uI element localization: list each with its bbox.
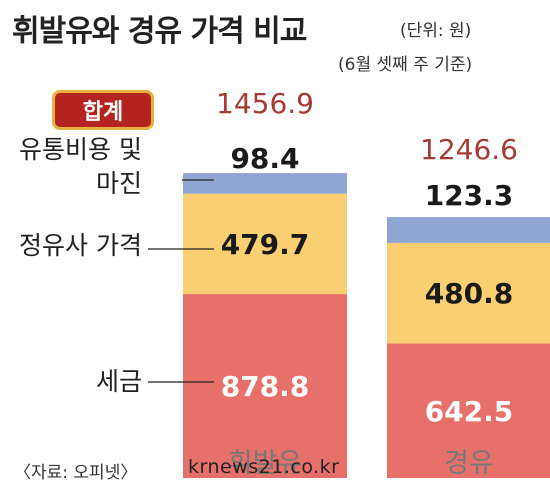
row-label-1-0: 정유사 가격 [19, 231, 142, 260]
source-note: 〈자료: 오피넷〉 [14, 463, 138, 483]
value-label-1-1: 480.8 [425, 277, 514, 310]
value-label-1-2: 123.3 [425, 179, 514, 212]
row-label-2-0: 세금 [96, 367, 142, 396]
chart-title: 휘발유와 경유 가격 비교 [12, 14, 307, 49]
chart-subtitle: (6월 셋째 주 기준) [338, 55, 473, 75]
bar-segment-1-0 [387, 343, 550, 478]
row-label-0-0: 유통비용 및 [19, 135, 142, 164]
bar-segment-1-2 [387, 217, 550, 243]
total-badge: 합계 [52, 90, 154, 130]
category-label-1: 경유 [444, 448, 494, 479]
unit-label: (단위: 원) [400, 21, 472, 41]
value-label-0-2: 98.4 [230, 142, 299, 175]
bar-segment-1-1 [387, 242, 550, 344]
bar-segment-0-1 [183, 193, 347, 295]
value-label-0-0: 878.8 [221, 370, 310, 403]
total-value-1: 1246.6 [420, 133, 518, 166]
category-label-0: 휘발유 [228, 448, 303, 479]
watermark: krnews21.co.kr [188, 456, 340, 478]
total-value-0: 1456.9 [216, 87, 314, 120]
bar-segment-0-2 [183, 173, 347, 194]
row-label-0-1: 마진 [96, 169, 142, 198]
value-label-1-0: 642.5 [425, 395, 514, 428]
value-label-0-1: 479.7 [221, 228, 310, 261]
bar-segment-0-0 [183, 294, 347, 478]
